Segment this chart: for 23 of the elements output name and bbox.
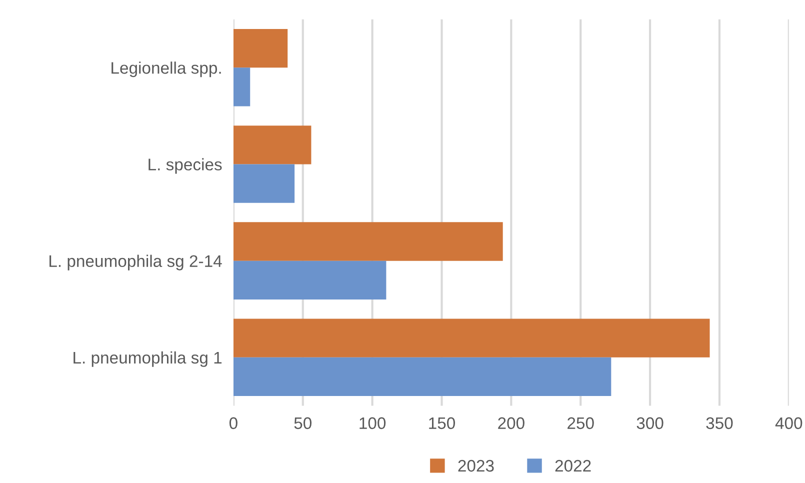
x-tick-label: 200 [498, 417, 524, 430]
x-tick-label: 250 [568, 417, 594, 430]
y-tick-label: L. species [148, 158, 222, 174]
x-tick-label: 0 [229, 417, 238, 430]
legend-label: 2023 [458, 460, 494, 472]
x-tick-label: 150 [429, 417, 455, 430]
x-tick-label: 350 [706, 417, 733, 430]
y-tick-label: L. pneumophila sg 1 [74, 351, 222, 367]
bar [233, 222, 503, 261]
x-tick-label: 100 [360, 417, 386, 430]
bar [233, 318, 710, 358]
bar [233, 28, 288, 68]
bar [233, 68, 250, 106]
y-tick-label: Legionella spp. [112, 62, 221, 78]
bar [233, 126, 312, 164]
x-tick-label: 50 [294, 417, 312, 430]
bar [233, 260, 386, 300]
bar [233, 357, 612, 396]
legend-label: 2022 [555, 460, 591, 472]
x-tick-label: 300 [636, 417, 664, 430]
bar [233, 164, 295, 203]
x-tick-label: 400 [775, 417, 802, 430]
y-tick-label: L. pneumophila sg 2-14 [50, 254, 222, 270]
